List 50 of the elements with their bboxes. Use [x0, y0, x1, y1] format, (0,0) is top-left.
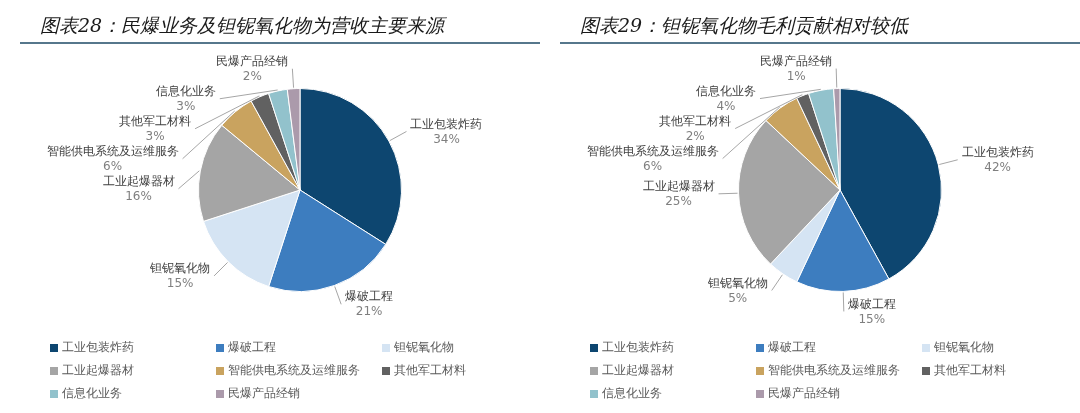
data-label: 6%	[103, 158, 123, 173]
slice-label: 民爆产品经销	[216, 53, 289, 68]
slice-label: 钽铌氧化物	[149, 261, 211, 276]
data-label: 6%	[643, 158, 663, 173]
slice-label: 工业包装炸药	[410, 116, 483, 131]
data-label: 5%	[728, 290, 748, 305]
legend-label: 信息化业务	[62, 385, 122, 402]
legend-label: 其他军工材料	[934, 362, 1006, 379]
data-label: 1%	[786, 68, 806, 83]
data-label: 2%	[242, 68, 262, 83]
slice-label: 其他军工材料	[659, 113, 732, 128]
slice-label: 爆破工程	[345, 289, 394, 304]
data-label: 21%	[355, 304, 383, 319]
data-label: 16%	[125, 188, 152, 203]
data-label: 2%	[685, 128, 705, 143]
slice-label: 民爆产品经销	[760, 53, 833, 68]
slice-label: 信息化业务	[155, 83, 216, 98]
data-label: 3%	[176, 98, 196, 113]
legend-label: 钽铌氧化物	[934, 339, 994, 356]
legend-label: 智能供电系统及运维服务	[768, 362, 900, 379]
legend-label: 智能供电系统及运维服务	[228, 362, 360, 379]
slice-label: 钽铌氧化物	[706, 275, 768, 290]
legend-label: 工业起爆器材	[62, 362, 134, 379]
data-label: 42%	[984, 159, 1012, 174]
slice-label: 智能供电系统及运维服务	[586, 143, 719, 158]
legend-label: 钽铌氧化物	[394, 339, 454, 356]
slice-label: 其他军工材料	[119, 113, 192, 128]
legend-label: 工业包装炸药	[602, 339, 674, 356]
data-label: 25%	[665, 193, 692, 208]
slice-label: 信息化业务	[695, 83, 756, 98]
chart-title: 图表28：民爆业务及钽铌氧化物为营收主要来源	[20, 0, 540, 44]
data-label: 4%	[716, 98, 736, 113]
legend-label: 民爆产品经销	[228, 385, 300, 402]
slice-label: 工业包装炸药	[961, 144, 1034, 159]
slice-label: 爆破工程	[847, 296, 896, 311]
chart-title: 图表29：钽铌氧化物毛利贡献相对较低	[560, 0, 1080, 44]
data-label: 15%	[166, 276, 194, 291]
legend-label: 工业包装炸药	[62, 339, 134, 356]
slice-label: 智能供电系统及运维服务	[46, 143, 179, 158]
legend-label: 爆破工程	[228, 339, 276, 356]
legend-label: 民爆产品经销	[768, 385, 840, 402]
legend-label: 信息化业务	[602, 385, 662, 402]
legend-label: 爆破工程	[768, 339, 816, 356]
legend-label: 工业起爆器材	[602, 362, 674, 379]
data-label: 3%	[145, 128, 165, 143]
slice-label: 工业起爆器材	[102, 173, 175, 188]
data-label: 34%	[433, 131, 460, 146]
slice-label: 工业起爆器材	[642, 178, 715, 193]
data-label: 15%	[858, 311, 886, 326]
legend-label: 其他军工材料	[394, 362, 466, 379]
